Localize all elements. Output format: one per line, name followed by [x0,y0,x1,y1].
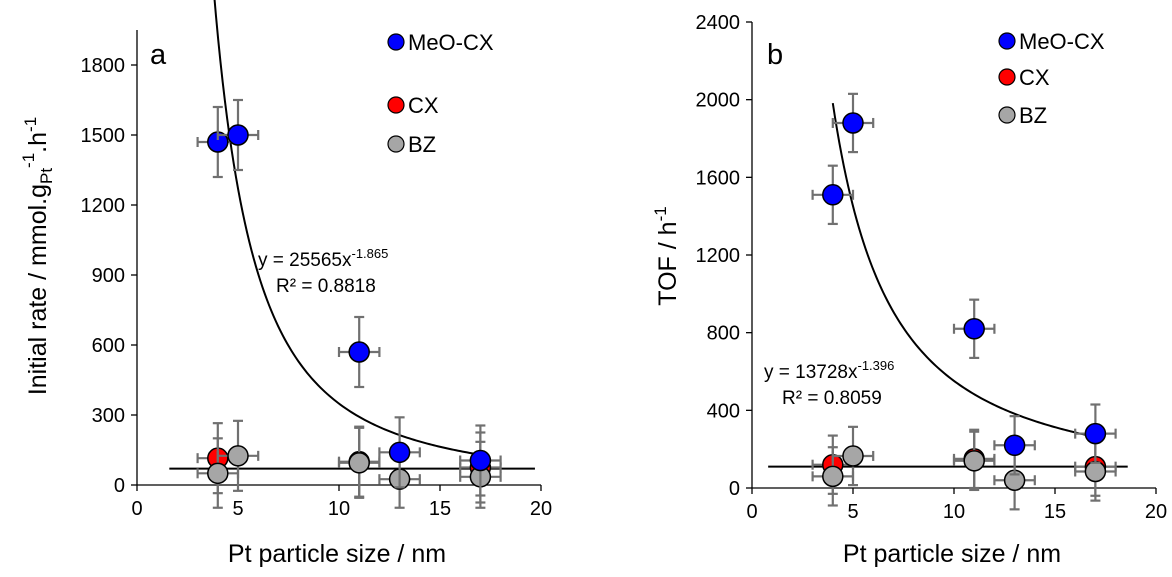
meo-cx-data-point [227,124,249,146]
meo-cx-point-group [337,315,381,389]
bz-point-group [831,425,875,487]
power-fit-curve [831,102,1096,438]
x-axis-title-b: Pt particle size / nm [843,540,1061,568]
legend-b: MeO-CX CX BZ [998,29,1105,128]
meo-cx-data-point [963,318,985,340]
y-tick-label: 0 [729,478,740,500]
bz-data-point [822,465,844,488]
bz-data-point [207,462,229,485]
y-tick-label: 2400 [696,12,741,34]
y-tick-label: 2000 [696,90,741,112]
x-tick-label: 10 [328,498,350,520]
x-tick-label: 20 [1145,501,1167,523]
bz-point-group [216,419,260,492]
meo-cx-data-point [842,112,864,134]
x-tick-label: 15 [1044,501,1066,523]
legend-marker-cx [387,96,405,114]
panel-label-a: a [150,39,167,71]
x-tick-label: 0 [746,501,757,523]
meo-cx-data-point [348,341,370,363]
legend-marker-meo-cx [998,32,1016,50]
y-tick-label: 0 [114,475,125,497]
meo-cx-data-point [1084,422,1107,445]
bz-point-group [337,426,381,499]
meo-cx-point-group [993,415,1036,476]
y-tick-label: 1200 [696,245,741,267]
power-fit-curve [213,0,481,456]
legend-marker-meo-cx [387,33,405,51]
y-axis-title-b: TOF / h-1 [651,206,682,305]
fit-r2-a: R² = 0.8818 [276,276,376,297]
x-tick-label: 5 [847,501,858,523]
chart-panel-a: 0 5 10 15 20 0 300 600 900 1200 1500 1800 a MeO-CX … [19,0,552,568]
legend-label-cx: CX [1019,65,1050,90]
meo-cx-data-point [822,184,844,206]
meo-cx-point-group [1074,403,1117,464]
bz-data-point [963,450,985,472]
legend-marker-bz [387,135,405,153]
bz-data-point [842,445,864,467]
meo-cx-point-group [216,98,260,172]
y-tick-label: 1500 [81,125,126,147]
bz-point-group [952,430,996,492]
x-tick-label: 0 [131,498,142,520]
y-axis-title-a: Initial rate / mmol.gPt-1.h-1 [19,117,56,395]
x-tick-label: 15 [429,498,451,520]
y-tick-label: 900 [92,265,125,287]
y-tick-label: 600 [92,335,125,357]
meo-cx-point-group [811,164,855,226]
y-tick-label: 400 [707,400,740,422]
legend-label-cx: CX [408,93,439,118]
y-tick-label: 1600 [696,167,741,189]
meo-cx-data-point [388,441,411,464]
y-tick-label: 1800 [81,55,126,77]
x-axis-title-a: Pt particle size / nm [228,540,446,568]
x-tick-label: 10 [943,501,965,523]
bz-data-point [227,445,249,467]
x-tick-label: 5 [232,498,243,520]
legend-marker-bz [998,106,1016,124]
meo-cx-point-group [952,298,996,360]
legend-marker-cx [998,68,1016,86]
legend-label-meo-cx: MeO-CX [408,30,494,55]
meo-cx-data-point [469,449,492,472]
y-tick-label: 800 [707,323,740,345]
bz-data-point [1084,460,1107,483]
meo-cx-point-group [378,416,421,489]
bz-point-group [1074,441,1117,502]
legend-a: MeO-CX CX BZ [387,30,494,157]
meo-cx-point-group [196,105,240,179]
y-tick-label: 300 [92,405,125,427]
x-tick-label: 20 [530,498,552,520]
chart-panel-b: 0 5 10 15 20 0 400 800 1200 1600 2000 2400 b MeO-CX… [651,12,1167,568]
fit-equation-a: y = 25565x-1.865 [258,246,388,271]
legend-label-bz: BZ [408,132,436,157]
meo-cx-point-group [459,424,502,497]
fit-equation-b: y = 13728x-1.396 [764,358,894,383]
bz-data-point [348,452,370,474]
y-tick-label: 1200 [81,195,126,217]
meo-cx-data-point [1003,434,1026,457]
panel-label-b: b [767,39,783,71]
meo-cx-point-group [831,92,875,154]
legend-label-bz: BZ [1019,103,1047,128]
legend-label-meo-cx: MeO-CX [1019,29,1105,54]
fit-r2-b: R² = 0.8059 [782,388,882,409]
